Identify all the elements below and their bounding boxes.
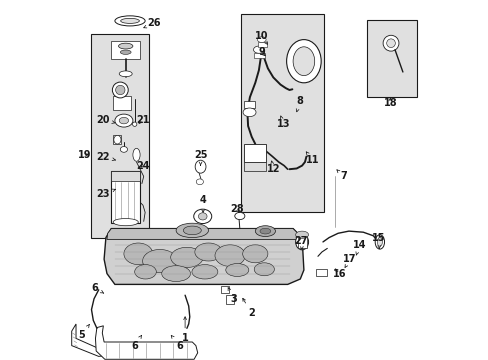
Ellipse shape	[176, 223, 208, 238]
Text: 24: 24	[136, 161, 149, 171]
Text: 9: 9	[258, 47, 265, 57]
Ellipse shape	[377, 238, 382, 246]
Ellipse shape	[113, 219, 138, 226]
Text: 15: 15	[371, 233, 385, 248]
Text: 27: 27	[294, 236, 307, 249]
Ellipse shape	[115, 85, 125, 95]
Ellipse shape	[253, 46, 264, 53]
Ellipse shape	[120, 147, 127, 152]
Ellipse shape	[295, 231, 308, 238]
Bar	[225, 295, 234, 304]
Text: 17: 17	[343, 254, 356, 267]
Ellipse shape	[374, 235, 384, 249]
Bar	[111, 171, 140, 223]
Ellipse shape	[123, 243, 152, 265]
Polygon shape	[107, 229, 300, 239]
Text: 22: 22	[96, 152, 115, 162]
Ellipse shape	[292, 47, 314, 76]
Polygon shape	[104, 229, 303, 284]
Text: 3: 3	[228, 288, 237, 304]
Ellipse shape	[142, 249, 177, 273]
Text: 1: 1	[182, 317, 188, 343]
Ellipse shape	[112, 82, 128, 98]
Text: 28: 28	[230, 204, 244, 214]
Text: 19: 19	[78, 150, 91, 160]
Ellipse shape	[286, 40, 321, 83]
Ellipse shape	[121, 18, 139, 23]
Ellipse shape	[192, 265, 218, 279]
Bar	[257, 42, 266, 47]
Text: 26: 26	[143, 18, 160, 28]
Ellipse shape	[198, 213, 206, 220]
Ellipse shape	[183, 226, 201, 235]
Ellipse shape	[234, 212, 244, 220]
Bar	[244, 144, 265, 162]
Ellipse shape	[242, 245, 267, 263]
Polygon shape	[72, 324, 106, 356]
Ellipse shape	[194, 243, 222, 261]
Ellipse shape	[120, 50, 131, 54]
Text: 23: 23	[96, 189, 115, 199]
Text: 25: 25	[193, 150, 207, 165]
Bar	[113, 135, 121, 144]
Bar	[241, 14, 323, 212]
Ellipse shape	[118, 43, 133, 49]
Text: 11: 11	[305, 152, 319, 165]
Text: 6: 6	[131, 335, 141, 351]
Bar	[221, 286, 229, 293]
Bar	[254, 53, 265, 58]
Ellipse shape	[295, 234, 308, 250]
Ellipse shape	[260, 228, 270, 234]
Bar	[316, 269, 326, 276]
Ellipse shape	[215, 245, 244, 266]
Ellipse shape	[193, 209, 211, 224]
Ellipse shape	[257, 37, 265, 42]
Ellipse shape	[162, 266, 190, 282]
Text: 8: 8	[296, 96, 303, 112]
Bar	[111, 41, 140, 59]
Bar	[297, 236, 306, 248]
Bar	[244, 101, 254, 108]
Text: 4: 4	[199, 195, 206, 212]
Bar	[91, 34, 149, 238]
Polygon shape	[95, 326, 197, 359]
Text: 13: 13	[276, 116, 289, 129]
Text: 6: 6	[92, 283, 103, 293]
Ellipse shape	[255, 226, 275, 237]
Text: 10: 10	[255, 31, 268, 44]
Ellipse shape	[225, 264, 248, 276]
Ellipse shape	[119, 71, 132, 77]
Bar	[113, 96, 131, 110]
Ellipse shape	[134, 265, 156, 279]
Ellipse shape	[115, 16, 145, 26]
Text: 2: 2	[242, 298, 255, 318]
Text: 5: 5	[78, 325, 89, 340]
Ellipse shape	[115, 114, 133, 127]
Text: 16: 16	[332, 269, 346, 279]
Text: 12: 12	[266, 161, 280, 174]
Ellipse shape	[382, 35, 398, 51]
Text: 6: 6	[171, 336, 183, 351]
Bar	[366, 20, 416, 97]
Text: 20: 20	[96, 114, 115, 125]
Ellipse shape	[196, 179, 203, 185]
Ellipse shape	[133, 148, 140, 161]
Text: 21: 21	[136, 114, 149, 125]
Text: 14: 14	[352, 240, 366, 255]
Text: 7: 7	[336, 170, 346, 181]
Ellipse shape	[386, 39, 394, 48]
Ellipse shape	[170, 247, 203, 267]
Ellipse shape	[195, 160, 205, 173]
Ellipse shape	[254, 263, 274, 276]
Ellipse shape	[119, 117, 128, 124]
Bar	[244, 162, 265, 171]
Ellipse shape	[114, 135, 121, 144]
Ellipse shape	[243, 108, 256, 117]
Ellipse shape	[132, 122, 137, 126]
Bar	[111, 171, 140, 181]
Text: 18: 18	[383, 98, 396, 108]
